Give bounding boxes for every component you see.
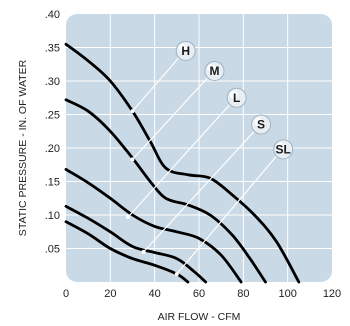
leader-line-m: [132, 77, 208, 160]
x-tick-label: 100: [278, 288, 296, 300]
x-tick-label: 0: [63, 288, 69, 300]
leader-dot-m: [130, 157, 135, 162]
marker-label-sl: SL: [276, 142, 291, 156]
x-tick-label: 40: [149, 288, 161, 300]
leader-dot-h: [130, 109, 135, 114]
leader-line-h: [132, 57, 180, 112]
y-axis-label: STATIC PRESSURE - IN. OF WATER: [17, 59, 29, 236]
fan-curves: [64, 42, 301, 284]
marker-highlight-sl: [276, 142, 285, 151]
curve-l: [64, 168, 243, 284]
x-tick-label: 20: [104, 288, 116, 300]
speed-markers: H ML S SL: [126, 40, 294, 276]
leader-dot-l: [126, 215, 131, 220]
marker-label-l: L: [233, 91, 240, 105]
marker-label-h: H: [181, 44, 190, 58]
y-tick-label: .05: [45, 244, 60, 256]
x-tick-label: 60: [193, 288, 205, 300]
x-tick-label: 120: [323, 288, 341, 300]
curve-m: [64, 98, 267, 284]
marker-highlight-s: [254, 117, 263, 126]
marker-highlight-l: [229, 90, 238, 99]
curve-h: [64, 42, 301, 284]
y-tick-label: .10: [45, 210, 60, 222]
x-tick-label: 80: [237, 288, 249, 300]
leader-line-l: [127, 104, 231, 218]
leader-line-s: [143, 131, 255, 253]
y-tick-label: .20: [45, 143, 60, 155]
y-tick-label: .25: [45, 110, 60, 122]
x-axis-label: AIR FLOW - CFM: [158, 311, 241, 323]
marker-highlight-h: [178, 43, 187, 52]
leader-dot-s: [141, 249, 146, 254]
y-tick-label: .15: [45, 177, 60, 189]
marker-label-s: S: [257, 118, 265, 132]
y-tick-label: .30: [45, 76, 60, 88]
leader-dot-sl: [174, 271, 179, 276]
marker-label-m: M: [210, 64, 220, 78]
tick-labels: 0 20 40 60 80 100 120 .05 .10 .15 .20 .25 .30 .35 .40: [45, 9, 341, 300]
y-tick-label: .40: [45, 9, 60, 21]
marker-highlight-m: [207, 63, 216, 72]
y-tick-label: .35: [45, 43, 60, 55]
leader-line-sl: [176, 155, 277, 275]
